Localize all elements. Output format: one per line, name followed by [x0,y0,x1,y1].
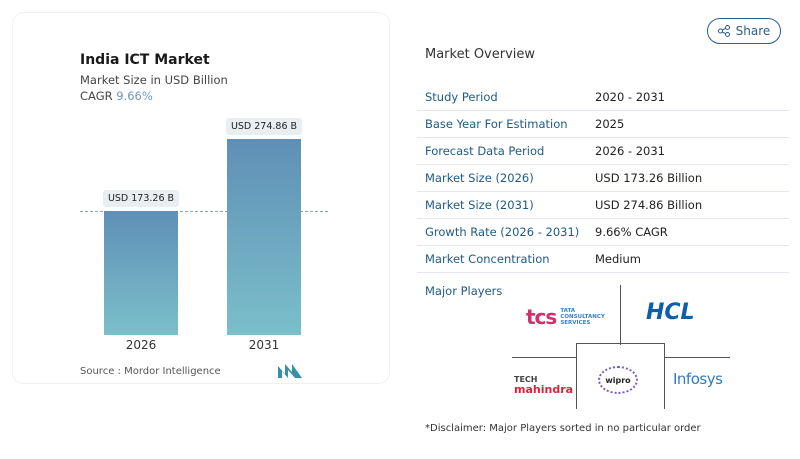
major-players-title: Major Players [425,284,503,298]
row-value: USD 274.86 Billion [595,198,703,212]
overview-row: Base Year For Estimation 2025 [417,111,789,138]
share-button[interactable]: Share [707,18,781,44]
cagr: CAGR 9.66% [80,89,153,103]
reference-line [80,211,328,212]
overview-row: Growth Rate (2026 - 2031) 9.66% CAGR [417,219,789,246]
data-label: USD 274.86 B [225,118,303,135]
row-label: Market Size (2031) [425,198,534,212]
row-label: Market Size (2026) [425,171,534,185]
row-value: 9.66% CAGR [595,225,668,239]
chart-title: India ICT Market [80,52,210,68]
divider [620,285,621,345]
share-icon [717,25,730,37]
row-value: 2020 - 2031 [595,90,665,104]
overview-title: Market Overview [425,47,536,62]
x-tick-label: 2026 [125,338,157,352]
row-value: 2025 [595,117,625,131]
row-label: Base Year For Estimation [425,117,568,131]
row-label: Market Concentration [425,252,550,266]
bar-2026 [104,211,178,335]
row-value: 2026 - 2031 [595,144,665,158]
data-label: USD 173.26 B [102,190,180,208]
overview-row: Study Period 2020 - 2031 [417,84,789,111]
x-tick-label: 2031 [248,338,280,352]
cagr-label: CAGR [80,89,113,103]
chart-subtitle: Market Size in USD Billion [80,73,228,87]
share-label: Share [735,24,771,38]
cagr-value: 9.66% [116,89,153,103]
row-label: Forecast Data Period [425,144,545,158]
source-text: Source : Mordor Intelligence [80,366,221,377]
row-label: Study Period [425,90,498,104]
wipro-logo: wipro [598,366,638,394]
chart-card [12,12,390,384]
divider [665,357,730,358]
row-value: USD 173.26 Billion [595,171,703,185]
tcs-logo: tcs TATA CONSULTANCY SERVICES [526,305,605,329]
overview-row: Market Size (2031) USD 274.86 Billion [417,192,789,219]
overview-row: Market Size (2026) USD 173.26 Billion [417,165,789,192]
disclaimer: *Disclaimer: Major Players sorted in no … [425,423,701,434]
infosys-logo: Infosys [673,370,723,388]
row-label: Growth Rate (2026 - 2031) [425,225,580,239]
mordor-logo-icon [278,364,302,378]
hcl-logo: HCL [646,300,695,325]
divider [512,357,577,358]
overview-row: Market Concentration Medium [417,246,789,273]
overview-row: Forecast Data Period 2026 - 2031 [417,138,789,165]
logo-box [576,343,665,409]
tech-mahindra-logo: TECH mahindra [514,375,574,396]
bar-2031 [227,139,301,335]
row-value: Medium [595,252,641,266]
